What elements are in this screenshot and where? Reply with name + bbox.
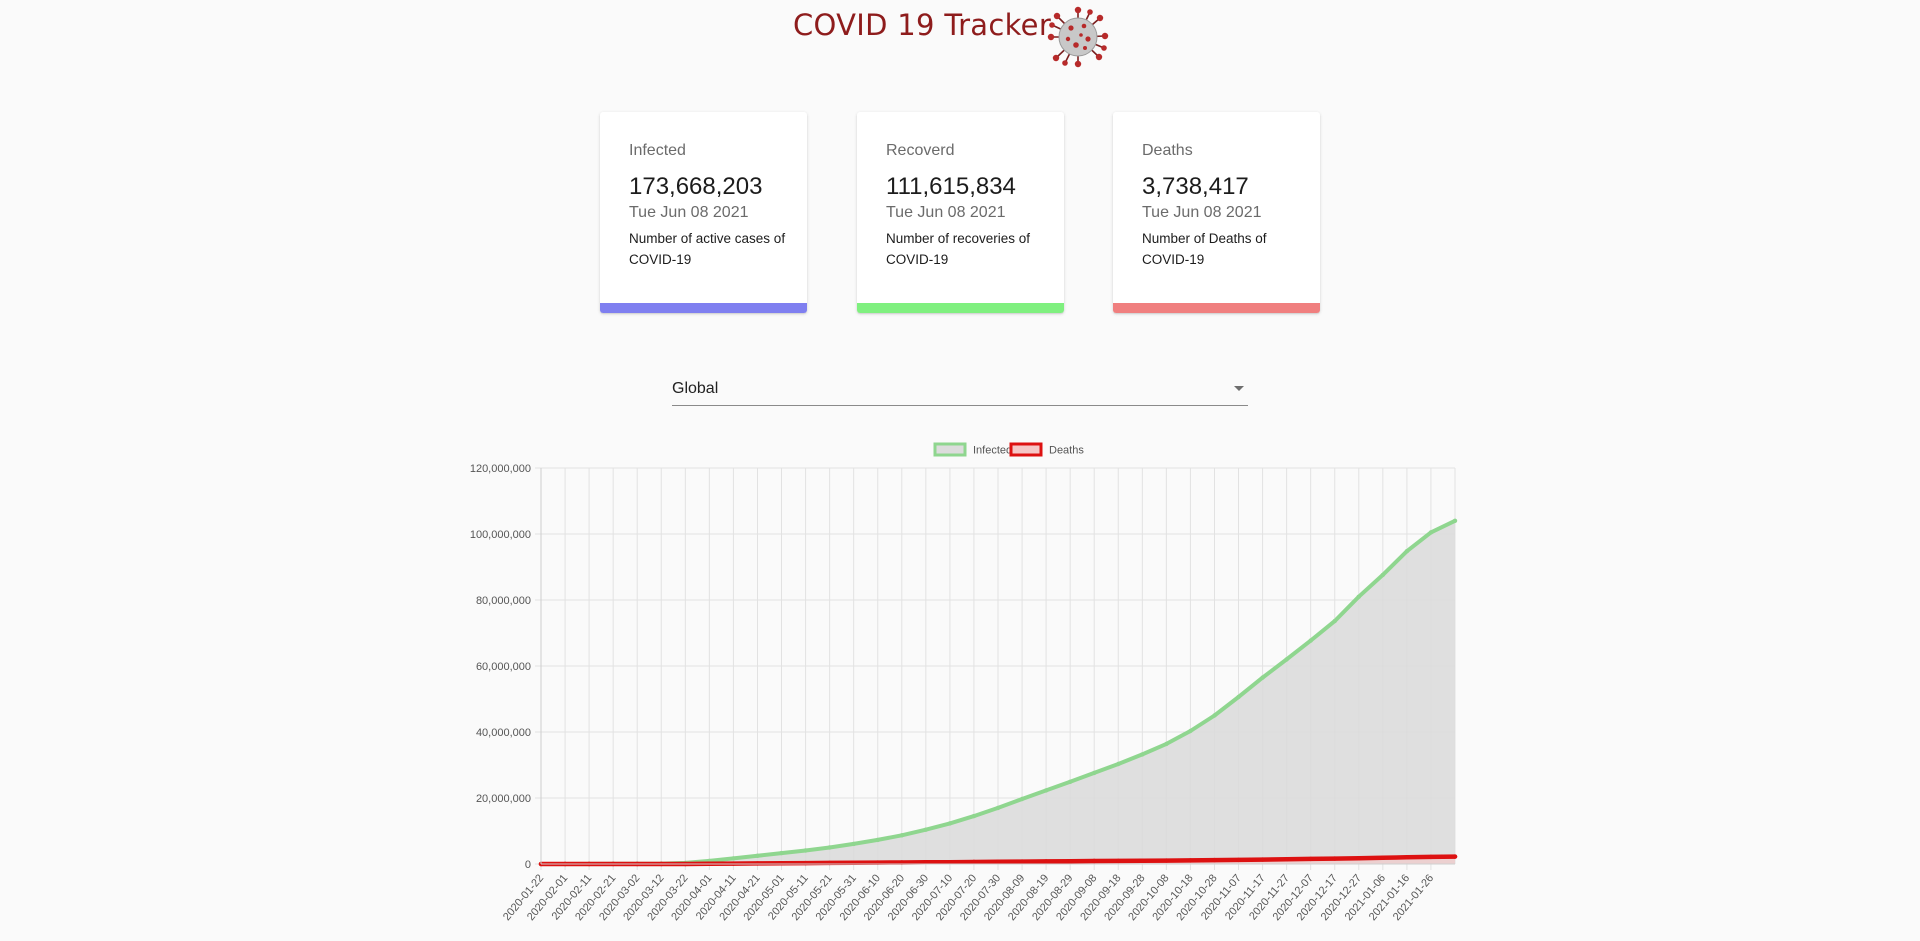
infected-card: Infected 173,668,203 Tue Jun 08 2021 Num… (600, 112, 807, 313)
card-label: Infected (629, 142, 686, 159)
data-point (1332, 856, 1337, 861)
country-select-value: Global (672, 380, 719, 397)
y-tick-label: 120,000,000 (470, 463, 531, 475)
cases-line-chart: 0 20,000,000 40,000,000 60,000,000 80,000,00… (455, 436, 1475, 936)
data-point (1092, 858, 1097, 864)
data-point (875, 837, 880, 843)
data-point (947, 860, 953, 865)
virus-icon (1047, 6, 1109, 68)
data-point (779, 850, 784, 856)
data-point (1212, 713, 1217, 718)
data-point (971, 813, 977, 819)
data-point (1188, 728, 1193, 734)
data-point (1068, 859, 1073, 864)
data-point (1092, 770, 1097, 776)
data-point (1019, 796, 1025, 802)
legend-swatch-deaths[interactable] (1009, 442, 1043, 457)
data-point (1164, 858, 1169, 863)
y-tick-label: 40,000,000 (476, 727, 531, 739)
data-point (1356, 856, 1361, 861)
series-area-infected (541, 520, 1455, 864)
country-select[interactable]: Global (672, 372, 1248, 406)
data-point (1332, 618, 1337, 624)
data-point (923, 827, 928, 832)
data-point (803, 848, 808, 853)
card-label: Recoverd (886, 142, 955, 159)
data-point (1284, 857, 1289, 862)
data-point (1116, 858, 1121, 864)
data-point (995, 805, 1001, 811)
data-point (947, 821, 953, 826)
app-title: COVID 19 Tracker (793, 8, 1052, 42)
data-point (1404, 549, 1410, 554)
data-point (1356, 594, 1361, 599)
data-point (1308, 856, 1313, 862)
data-point (731, 856, 736, 861)
card-label: Deaths (1142, 142, 1193, 159)
y-tick-label: 0 (525, 859, 531, 871)
data-point (1043, 859, 1049, 864)
card-date: Tue Jun 08 2021 (886, 204, 1006, 221)
legend-label[interactable]: Deaths (1049, 445, 1084, 457)
data-point (1452, 518, 1458, 523)
card-accent-bar (1113, 303, 1320, 313)
data-point (755, 861, 760, 866)
y-tick-label: 60,000,000 (476, 661, 531, 673)
card-accent-bar (857, 303, 1064, 313)
data-point (755, 853, 760, 858)
data-point (1308, 638, 1313, 643)
legend-label[interactable]: Infected (973, 445, 1012, 457)
card-value: 111,615,834 (886, 173, 1016, 200)
data-point (971, 859, 977, 865)
data-point (1140, 858, 1145, 863)
data-point (1380, 572, 1385, 578)
data-point (827, 845, 832, 850)
y-tick-label: 80,000,000 (476, 595, 531, 607)
data-point (995, 859, 1001, 864)
chart-svg: 0 20,000,000 40,000,000 60,000,000 80,000,00… (470, 442, 1458, 923)
card-date: Tue Jun 08 2021 (629, 204, 749, 221)
data-point (1404, 855, 1410, 860)
y-tick-label: 20,000,000 (476, 793, 531, 805)
data-point (1260, 857, 1265, 862)
data-point (1284, 657, 1289, 662)
card-description: Number of Deaths of COVID-19 (1142, 231, 1267, 267)
data-point (1428, 854, 1434, 860)
legend-swatch-infected[interactable] (933, 442, 967, 457)
data-point (1212, 857, 1217, 863)
card-value: 173,668,203 (629, 173, 763, 200)
app-header: COVID 19 Tracker (0, 0, 1920, 80)
data-point (1164, 741, 1169, 747)
card-value: 3,738,417 (1142, 173, 1249, 200)
card-description: Number of recoveries of COVID-19 (886, 231, 1031, 267)
data-point (1236, 857, 1241, 863)
data-point (803, 860, 808, 866)
data-point (1380, 855, 1385, 860)
data-point (1188, 858, 1193, 863)
card-description: Number of active cases of COVID-19 (629, 231, 786, 267)
data-point (851, 841, 856, 847)
data-point (1236, 694, 1241, 700)
card-accent-bar (600, 303, 807, 313)
data-point (1428, 530, 1434, 535)
data-point (1043, 788, 1049, 793)
recovered-card: Recoverd 111,615,834 Tue Jun 08 2021 Num… (857, 112, 1064, 313)
data-point (779, 861, 784, 866)
data-point (1452, 854, 1458, 859)
data-point (1019, 859, 1025, 864)
data-point (899, 833, 904, 838)
card-date: Tue Jun 08 2021 (1142, 204, 1262, 221)
chevron-down-icon[interactable] (1232, 383, 1246, 393)
data-point (1068, 779, 1073, 784)
data-point (923, 860, 928, 865)
y-tick-label: 100,000,000 (470, 529, 531, 541)
data-point (1140, 752, 1145, 757)
data-point (1116, 761, 1121, 767)
deaths-card: Deaths 3,738,417 Tue Jun 08 2021 Number … (1113, 112, 1320, 313)
data-point (1260, 675, 1265, 680)
